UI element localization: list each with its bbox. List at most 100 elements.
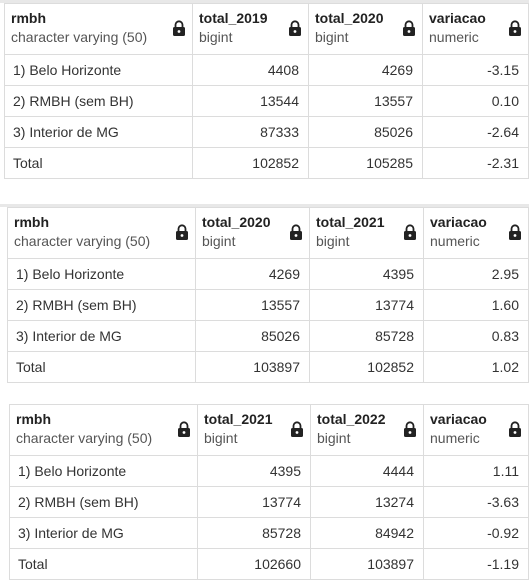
- cell-variacao[interactable]: 0.10: [422, 85, 529, 117]
- table-row[interactable]: 3) Interior de MG 85026 85728 0.83: [7, 320, 529, 352]
- cell-variacao[interactable]: -2.64: [422, 116, 529, 148]
- column-name: total_2019: [199, 10, 268, 26]
- table-row[interactable]: 2) RMBH (sem BH) 13544 13557 0.10: [4, 85, 529, 117]
- column-name: variacao: [430, 214, 487, 230]
- cell-total[interactable]: 4395: [197, 455, 311, 487]
- lock-icon: [178, 421, 190, 437]
- column-header-total-2020[interactable]: total_2020 bigint: [308, 3, 423, 55]
- cell-total[interactable]: 85728: [309, 320, 424, 352]
- cell-variacao[interactable]: -2.31: [422, 147, 529, 179]
- result-grid-2: rmbh character varying (50) total_2020 b…: [7, 207, 529, 383]
- column-header-total-2022[interactable]: total_2022 bigint: [310, 404, 424, 456]
- column-name: total_2020: [315, 10, 384, 26]
- cell-total[interactable]: 85026: [308, 116, 423, 148]
- lock-icon: [403, 20, 415, 36]
- cell-total[interactable]: 102852: [309, 351, 424, 383]
- column-header-total-2019[interactable]: total_2019 bigint: [192, 3, 309, 55]
- lock-icon: [509, 20, 521, 36]
- lock-icon: [404, 224, 416, 240]
- cell-total[interactable]: 103897: [310, 548, 424, 580]
- cell-variacao[interactable]: 2.95: [423, 258, 529, 290]
- column-header-total-2020[interactable]: total_2020 bigint: [195, 207, 310, 259]
- table-row[interactable]: 3) Interior de MG 87333 85026 -2.64: [4, 116, 529, 148]
- column-header-total-2021[interactable]: total_2021 bigint: [309, 207, 424, 259]
- column-type: bigint: [202, 233, 236, 249]
- table-row[interactable]: 1) Belo Horizonte 4395 4444 1.11: [9, 455, 529, 487]
- cell-rmbh[interactable]: 1) Belo Horizonte: [4, 54, 193, 86]
- cell-total[interactable]: 102852: [192, 147, 309, 179]
- table-row[interactable]: 2) RMBH (sem BH) 13774 13274 -3.63: [9, 486, 529, 518]
- table-row[interactable]: 2) RMBH (sem BH) 13557 13774 1.60: [7, 289, 529, 321]
- column-header-rmbh[interactable]: rmbh character varying (50): [7, 207, 196, 259]
- table-row[interactable]: Total 102852 105285 -2.31: [4, 147, 529, 179]
- cell-total[interactable]: 102660: [197, 548, 311, 580]
- lock-icon: [176, 224, 188, 240]
- cell-total[interactable]: 13557: [308, 85, 423, 117]
- cell-total[interactable]: 13274: [310, 486, 424, 518]
- column-type: bigint: [316, 233, 350, 249]
- header-row: rmbh character varying (50) total_2019 b…: [4, 3, 529, 55]
- cell-variacao[interactable]: -3.15: [422, 54, 529, 86]
- column-header-total-2021[interactable]: total_2021 bigint: [197, 404, 311, 456]
- lock-icon: [173, 20, 185, 36]
- column-header-rmbh[interactable]: rmbh character varying (50): [9, 404, 198, 456]
- column-header-variacao[interactable]: variacao numeric: [423, 207, 529, 259]
- cell-rmbh[interactable]: Total: [4, 147, 193, 179]
- column-type: bigint: [315, 29, 349, 45]
- cell-rmbh[interactable]: 2) RMBH (sem BH): [9, 486, 198, 518]
- cell-rmbh[interactable]: 2) RMBH (sem BH): [4, 85, 193, 117]
- lock-icon: [291, 421, 303, 437]
- cell-total[interactable]: 4269: [195, 258, 310, 290]
- column-name: total_2021: [316, 214, 385, 230]
- lock-icon: [509, 224, 521, 240]
- cell-total[interactable]: 4395: [309, 258, 424, 290]
- column-type: bigint: [199, 29, 233, 45]
- cell-total[interactable]: 103897: [195, 351, 310, 383]
- cell-rmbh[interactable]: Total: [9, 548, 198, 580]
- cell-total[interactable]: 84942: [310, 517, 424, 549]
- cell-total[interactable]: 13544: [192, 85, 309, 117]
- table-row[interactable]: 3) Interior de MG 85728 84942 -0.92: [9, 517, 529, 549]
- cell-rmbh[interactable]: Total: [7, 351, 196, 383]
- cell-variacao[interactable]: 1.11: [423, 455, 529, 487]
- column-type: numeric: [430, 430, 480, 446]
- header-row: rmbh character varying (50) total_2021 b…: [9, 404, 529, 456]
- column-name: rmbh: [16, 411, 51, 427]
- column-header-rmbh[interactable]: rmbh character varying (50): [4, 3, 193, 55]
- cell-rmbh[interactable]: 3) Interior de MG: [9, 517, 198, 549]
- column-header-variacao[interactable]: variacao numeric: [422, 3, 529, 55]
- cell-total[interactable]: 4269: [308, 54, 423, 86]
- column-type: character varying (50): [14, 233, 151, 249]
- cell-variacao[interactable]: -0.92: [423, 517, 529, 549]
- lock-icon: [509, 421, 521, 437]
- cell-total[interactable]: 85728: [197, 517, 311, 549]
- cell-total[interactable]: 105285: [308, 147, 423, 179]
- cell-total[interactable]: 4408: [192, 54, 309, 86]
- column-header-variacao[interactable]: variacao numeric: [423, 404, 529, 456]
- result-separator: [0, 204, 529, 207]
- cell-rmbh[interactable]: 1) Belo Horizonte: [9, 455, 198, 487]
- cell-variacao[interactable]: -3.63: [423, 486, 529, 518]
- cell-total[interactable]: 13774: [197, 486, 311, 518]
- table-row[interactable]: Total 102660 103897 -1.19: [9, 548, 529, 580]
- cell-rmbh[interactable]: 1) Belo Horizonte: [7, 258, 196, 290]
- table-row[interactable]: 1) Belo Horizonte 4269 4395 2.95: [7, 258, 529, 290]
- cell-total[interactable]: 13774: [309, 289, 424, 321]
- cell-variacao[interactable]: -1.19: [423, 548, 529, 580]
- cell-total[interactable]: 85026: [195, 320, 310, 352]
- cell-total[interactable]: 87333: [192, 116, 309, 148]
- cell-total[interactable]: 13557: [195, 289, 310, 321]
- cell-variacao[interactable]: 0.83: [423, 320, 529, 352]
- table-row[interactable]: 1) Belo Horizonte 4408 4269 -3.15: [4, 54, 529, 86]
- column-name: total_2021: [204, 411, 273, 427]
- cell-rmbh[interactable]: 2) RMBH (sem BH): [7, 289, 196, 321]
- lock-icon: [404, 421, 416, 437]
- cell-variacao[interactable]: 1.60: [423, 289, 529, 321]
- column-name: total_2020: [202, 214, 271, 230]
- cell-variacao[interactable]: 1.02: [423, 351, 529, 383]
- cell-total[interactable]: 4444: [310, 455, 424, 487]
- table-row[interactable]: Total 103897 102852 1.02: [7, 351, 529, 383]
- column-name: rmbh: [14, 214, 49, 230]
- cell-rmbh[interactable]: 3) Interior de MG: [4, 116, 193, 148]
- cell-rmbh[interactable]: 3) Interior de MG: [7, 320, 196, 352]
